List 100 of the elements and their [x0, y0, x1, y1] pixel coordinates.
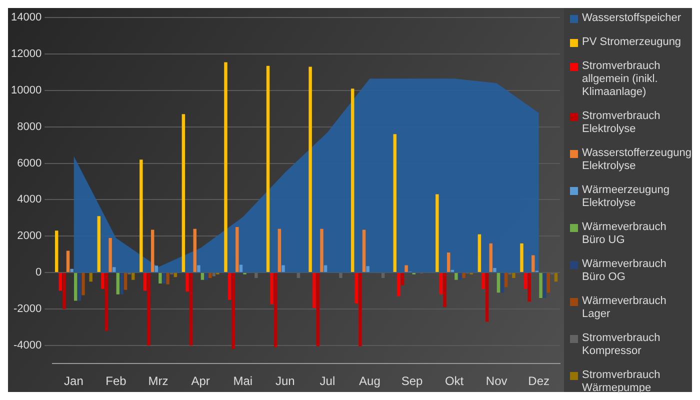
x-tick-label: Mai: [233, 374, 253, 388]
bar: [174, 273, 178, 278]
x-tick-label: Jun: [275, 374, 295, 388]
bar: [108, 238, 112, 272]
bar: [489, 243, 492, 272]
bar: [120, 273, 124, 294]
bar: [282, 265, 285, 272]
bar: [539, 273, 542, 298]
bar: [404, 265, 408, 272]
x-tick-label: Jul: [320, 374, 336, 388]
bar: [485, 273, 489, 322]
legend-label: Stromverbrauch allgemein (inikl. Klimaanlage): [582, 60, 662, 99]
bar: [308, 66, 312, 272]
bar: [500, 273, 504, 293]
bar: [493, 268, 496, 272]
bar: [524, 273, 528, 289]
x-tick-label: Mrz: [148, 374, 168, 388]
x-tick-label: Dez: [528, 374, 550, 388]
x-tick-label: Okt: [444, 374, 464, 388]
x-tick-label: Apr: [191, 374, 210, 388]
bar: [162, 273, 166, 284]
bar: [520, 243, 524, 272]
bar: [358, 273, 362, 346]
bar: [224, 62, 228, 272]
legend-label: Stromverbrauch Elektrolyse: [582, 110, 662, 136]
bar: [270, 273, 274, 304]
bar: [58, 273, 62, 291]
y-tick-label: 14000: [10, 12, 42, 24]
bar: [504, 273, 508, 288]
y-tick-label: -4000: [13, 339, 42, 352]
y-tick-label: 10000: [10, 84, 42, 96]
bar: [89, 273, 92, 282]
legend-label: Wärmeerzeugung Elektrolyse: [582, 184, 670, 210]
bar: [78, 273, 82, 301]
bar: [166, 273, 170, 284]
bar: [104, 273, 108, 331]
bar: [239, 264, 243, 272]
bar: [439, 273, 443, 294]
bar: [158, 273, 162, 284]
bar: [193, 228, 196, 272]
y-tick-label: 2000: [17, 230, 42, 242]
bar: [204, 273, 208, 280]
bar: [532, 255, 535, 272]
bar: [454, 273, 458, 280]
bar: [208, 273, 212, 278]
bar: [116, 273, 120, 294]
bar: [62, 273, 66, 309]
bar: [400, 273, 404, 286]
legend-label: PV Stromerzeugung: [582, 36, 682, 49]
bar: [546, 273, 550, 293]
x-tick-label: Nov: [486, 374, 508, 388]
bar: [197, 265, 200, 272]
bar: [66, 250, 70, 272]
legend-label: Wasserstofferzeugung Elektrolyse: [582, 147, 692, 173]
bar: [186, 273, 189, 292]
bar: [150, 230, 154, 272]
bar: [478, 234, 482, 272]
x-tick-label: Aug: [359, 374, 380, 388]
bar: [397, 273, 400, 296]
bar: [512, 273, 516, 278]
bar: [124, 273, 128, 290]
x-tick-label: Jan: [64, 374, 84, 388]
bar: [82, 273, 85, 296]
legend-label: Wärmeverbrauch Büro UG: [582, 221, 668, 247]
bar: [54, 230, 58, 272]
bar: [320, 228, 324, 272]
bar: [266, 66, 270, 272]
bar: [462, 273, 466, 278]
legend-label: Wärmeverbrauch Lager: [582, 295, 668, 321]
bar: [274, 273, 278, 348]
bar: [458, 273, 462, 280]
bar: [554, 273, 558, 282]
y-tick-label: 0: [35, 266, 42, 279]
y-tick-label: -2000: [13, 303, 42, 315]
bar: [366, 266, 370, 272]
y-tick-label: 6000: [17, 157, 42, 170]
y-tick-label: 12000: [10, 48, 42, 60]
bar: [316, 273, 320, 346]
bar: [350, 88, 354, 272]
legend-label: Stromverbrauch Kompressor: [582, 332, 662, 358]
bar: [74, 273, 78, 301]
bar: [147, 273, 150, 346]
bar: [542, 273, 546, 298]
legend-label: Wasserstoffspeicher: [582, 12, 682, 25]
bar: [312, 273, 316, 308]
bar: [278, 228, 282, 272]
bar: [189, 273, 193, 346]
bar: [393, 134, 396, 272]
legend-label: Stromverbrauch Wärmepumpe: [582, 369, 662, 395]
bar: [154, 266, 158, 272]
bar: [132, 273, 135, 280]
bar: [70, 268, 74, 272]
bar: [496, 273, 500, 293]
bar: [228, 273, 232, 300]
bar: [112, 267, 116, 272]
bar: [232, 273, 235, 350]
bar: [482, 273, 485, 289]
y-tick-label: 8000: [17, 120, 42, 133]
bar: [528, 273, 531, 302]
bar: [236, 227, 239, 272]
